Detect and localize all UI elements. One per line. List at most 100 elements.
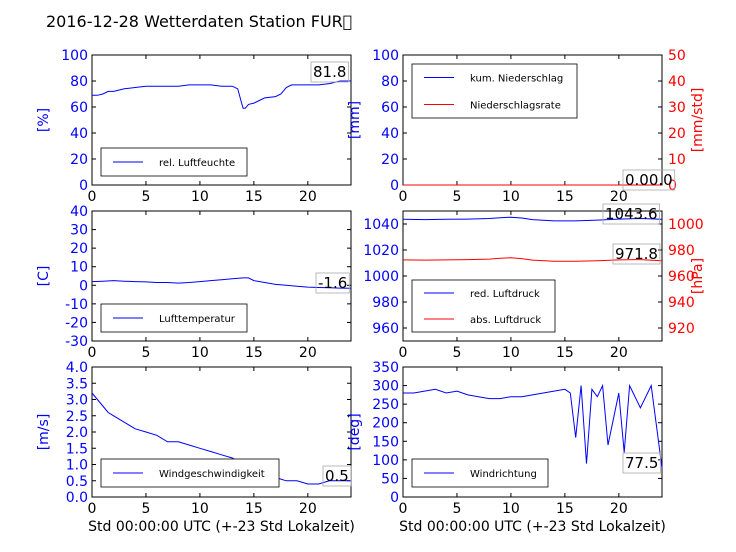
plot-frame <box>91 210 352 342</box>
y-tick-label: 980 <box>372 295 399 311</box>
x-tick-label: 15 <box>556 501 574 517</box>
readout-value: 0.5 <box>325 467 349 485</box>
y-tick-label: 80 <box>70 74 88 90</box>
series-line-lufttemperatur <box>91 277 352 289</box>
y-tick-label: 3.0 <box>66 393 88 409</box>
y-tick-label: 60 <box>70 100 88 116</box>
y-tick-label: 0 <box>390 178 399 194</box>
y2-axis-label: [hPa] <box>690 258 706 294</box>
x-tick-label: 0 <box>88 501 97 517</box>
x-tick-label: 0 <box>399 189 408 205</box>
y-tick-label: 80 <box>381 74 399 90</box>
y-axis-label: [deg] <box>347 413 363 450</box>
x-tick-label: 5 <box>141 501 150 517</box>
y-axis-label: [C] <box>36 266 52 287</box>
x-tick-label: 20 <box>299 189 317 205</box>
readout-box <box>622 169 676 191</box>
readout-box <box>602 203 660 225</box>
readout-box <box>622 452 661 474</box>
y-tick-label: 40 <box>381 126 399 142</box>
y-tick-label: 2.0 <box>66 425 88 441</box>
y-tick-label: 0 <box>390 490 399 506</box>
y-tick-label: 250 <box>372 397 399 413</box>
y-tick-label: 100 <box>372 48 399 64</box>
y-tick-label: 1.0 <box>66 458 88 474</box>
legend-label: Windgeschwindigkeit <box>159 469 265 480</box>
panel-pressure: 0 5 10 15 20 960 980 1000 1020 1040 920 940 960 980 10… <box>363 203 706 361</box>
y2-tick-label: 20 <box>668 126 686 142</box>
x-tick-label: 20 <box>299 345 317 361</box>
y-tick-label: 1020 <box>363 243 399 259</box>
x-tick-label: 5 <box>141 189 150 205</box>
panel-humidity: 0 5 10 15 20 0 20 40 60 80 100 [%] rel. Luftfeuchte 8… <box>36 48 352 205</box>
x-tick-label: 15 <box>556 189 574 205</box>
y2-tick-label: 940 <box>668 295 695 311</box>
x-tick-label: 15 <box>245 345 263 361</box>
x-tick-label: 10 <box>502 345 520 361</box>
x-tick-label: 20 <box>610 189 628 205</box>
panel-temperature: 0 5 10 15 20 -30 -20 -10 0 10 20 30 40 [C] Lufttempera… <box>36 204 352 361</box>
panel-windspeed: 0 5 10 15 200.00.51.01.52.02.53.03.54.0[m/s]… <box>36 360 355 535</box>
y2-axis-label: [mm/std] <box>690 88 706 153</box>
x-tick-label: 5 <box>141 345 150 361</box>
y-tick-label: 20 <box>381 152 399 168</box>
y2-tick-label: 1000 <box>668 217 704 233</box>
x-tick-label: 5 <box>452 345 461 361</box>
y-tick-label: 50 <box>381 471 399 487</box>
y-tick-label: 4.0 <box>66 360 88 376</box>
readout-box <box>612 243 661 265</box>
y2-tick-label: 40 <box>668 74 686 90</box>
y-axis-label: [%] <box>36 108 52 132</box>
y-tick-label: 0.0 <box>66 490 88 506</box>
y-tick-label: 30 <box>70 223 88 239</box>
readout-value: 81.8 <box>313 63 346 81</box>
legend-label: rel. Luftfeuchte <box>159 158 235 169</box>
plot-frame <box>91 54 352 186</box>
y-tick-label: 100 <box>372 453 399 469</box>
x-tick-label: 10 <box>502 189 520 205</box>
panel-precipitation: 0 5 10 15 20 0 20 40 60 80 100 0 10 20 30 40 50 [mm] [mm/s… <box>347 48 706 205</box>
y2-tick-label: 920 <box>668 321 695 337</box>
figure-title: 2016-12-28 Wetterdaten Station FUR  <box>46 12 352 31</box>
x-tick-label: 10 <box>191 501 209 517</box>
y-axis-label: [mm] <box>347 101 363 139</box>
readout-value: 0.00.0 <box>625 171 673 189</box>
legend-label: abs. Luftdruck <box>470 315 541 326</box>
y-tick-label: 20 <box>70 241 88 257</box>
x-tick-label: 0 <box>399 501 408 517</box>
y-tick-label: 1.5 <box>66 441 88 457</box>
y-tick-label: -10 <box>65 297 88 313</box>
x-tick-label: 5 <box>452 189 461 205</box>
legend-label: Lufttemperatur <box>159 314 236 325</box>
y-tick-label: 350 <box>372 360 399 376</box>
series-line-windgeschwindigkeit <box>91 392 351 485</box>
legend-label: Niederschlagsrate <box>470 101 561 112</box>
y-tick-label: 3.5 <box>66 376 88 392</box>
legend-label: Windrichtung <box>470 469 537 480</box>
readout-box <box>315 272 350 294</box>
legend-box <box>411 279 556 333</box>
readout-value: 77.5 <box>625 454 658 472</box>
y-tick-label: 10 <box>70 260 88 276</box>
y-tick-label: 1040 <box>363 217 399 233</box>
x-axis-label: Std 00:00:00 UTC (+-23 Std Lokalzeit) <box>399 519 666 535</box>
y-tick-label: 0.5 <box>66 474 88 490</box>
y2-tick-label: 0 <box>668 178 677 194</box>
legend-label: kum. Niederschlag <box>470 74 563 85</box>
series-line-windrichtung <box>403 383 663 469</box>
x-tick-label: 5 <box>452 501 461 517</box>
y2-tick-label: 30 <box>668 100 686 116</box>
readout-box <box>310 61 349 83</box>
y2-tick-label: 960 <box>668 269 695 285</box>
y-tick-label: -30 <box>65 334 88 350</box>
x-tick-label: 15 <box>245 501 263 517</box>
plot-frame <box>402 366 663 498</box>
readout-value: 971.8 <box>615 245 658 263</box>
readout-value: -1.6 <box>318 274 347 292</box>
x-tick-label: 15 <box>556 345 574 361</box>
y-tick-label: 0 <box>79 278 88 294</box>
y2-tick-label: 10 <box>668 152 686 168</box>
y2-tick-label: 50 <box>668 48 686 64</box>
readout-value: 1043.6 <box>605 205 658 223</box>
